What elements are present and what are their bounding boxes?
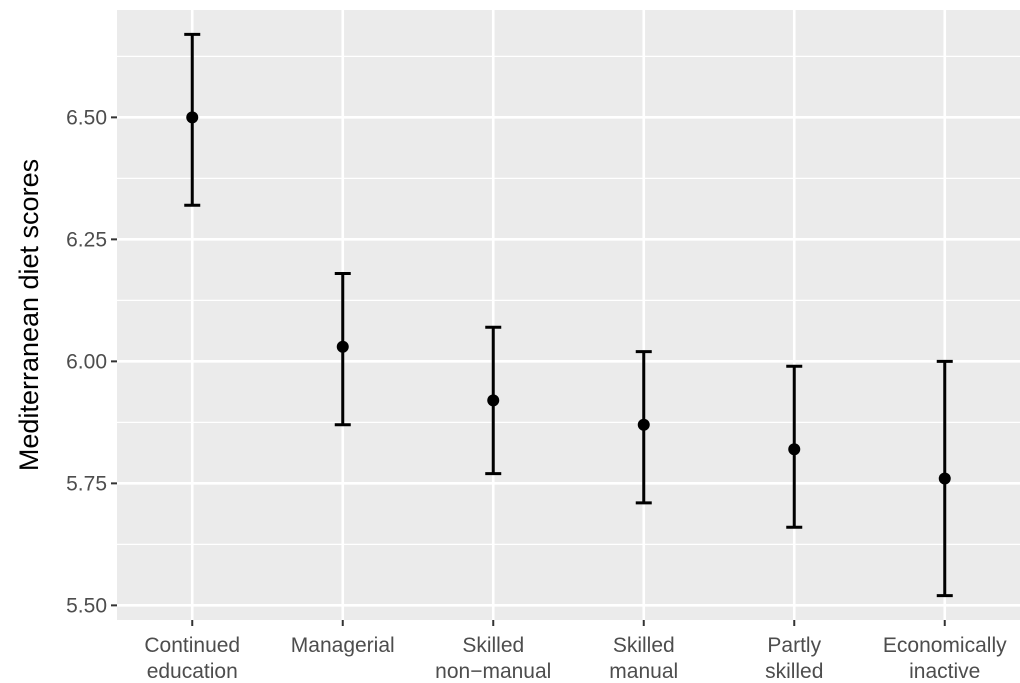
y-axis: 5.50 5.75 6.00 6.25 6.50	[66, 106, 117, 617]
x-tick-label: Skilled non−manual	[435, 634, 551, 683]
y-tick-label: 6.25	[66, 228, 107, 251]
error-bar-group	[485, 325, 502, 476]
error-bar-group	[786, 364, 803, 529]
x-tick-label: Skilled manual	[609, 634, 678, 683]
error-bar-group	[184, 32, 201, 207]
x-tick-label: Managerial	[291, 634, 395, 657]
x-tick-label: Continued education	[144, 634, 240, 683]
x-tick-label: Economically inactive	[883, 634, 1007, 683]
plot-panel	[117, 10, 1020, 620]
data-point	[637, 418, 650, 431]
error-bar-group	[334, 272, 351, 427]
x-tick-label: Partly skilled	[765, 634, 823, 683]
data-marks	[184, 32, 953, 598]
x-axis: Continued education Managerial Skilled non−m…	[144, 620, 1007, 683]
error-bar-group	[936, 359, 953, 598]
data-point	[788, 443, 801, 456]
y-tick-label: 6.00	[66, 350, 107, 373]
y-tick-label: 5.75	[66, 472, 107, 495]
data-point	[487, 394, 500, 407]
error-bar-group	[635, 350, 652, 505]
data-point	[186, 111, 199, 124]
y-tick-label: 5.50	[66, 594, 107, 617]
data-point	[336, 340, 349, 353]
data-point	[938, 472, 951, 485]
y-axis-title: Mediterranean diet scores	[14, 159, 44, 471]
y-tick-label: 6.50	[66, 106, 107, 129]
